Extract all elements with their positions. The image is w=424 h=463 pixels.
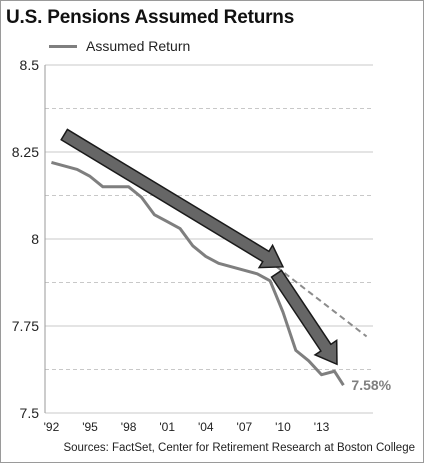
legend: Assumed Return bbox=[49, 37, 190, 55]
x-tick-label: '92 bbox=[44, 420, 60, 434]
x-tick-label: '95 bbox=[82, 420, 98, 434]
trend-arrow-short bbox=[270, 269, 338, 366]
legend-swatch bbox=[49, 44, 77, 48]
y-tick-label: 8.5 bbox=[20, 57, 40, 73]
chart-title: U.S. Pensions Assumed Returns bbox=[6, 7, 295, 28]
x-tick-label: '04 bbox=[198, 420, 214, 434]
y-tick-label: 8 bbox=[31, 231, 39, 247]
trend-arrow-long bbox=[60, 128, 285, 269]
legend-label: Assumed Return bbox=[86, 38, 191, 54]
x-tick-label: '01 bbox=[159, 420, 175, 434]
source-note: Sources: FactSet, Center for Retirement … bbox=[63, 442, 415, 454]
x-tick-label: '98 bbox=[121, 420, 137, 434]
series-line-assumed-return bbox=[51, 160, 345, 386]
y-tick-label: 8.25 bbox=[12, 144, 39, 160]
y-tick-label: 7.5 bbox=[20, 405, 40, 421]
x-tick-label: '07 bbox=[237, 420, 253, 434]
y-tick-label: 7.75 bbox=[12, 318, 39, 334]
x-tick-label: '10 bbox=[275, 420, 291, 434]
final-value-label: 7.58% bbox=[351, 377, 391, 393]
trend-extension-line bbox=[275, 266, 368, 338]
x-tick-label: '13 bbox=[314, 420, 330, 434]
